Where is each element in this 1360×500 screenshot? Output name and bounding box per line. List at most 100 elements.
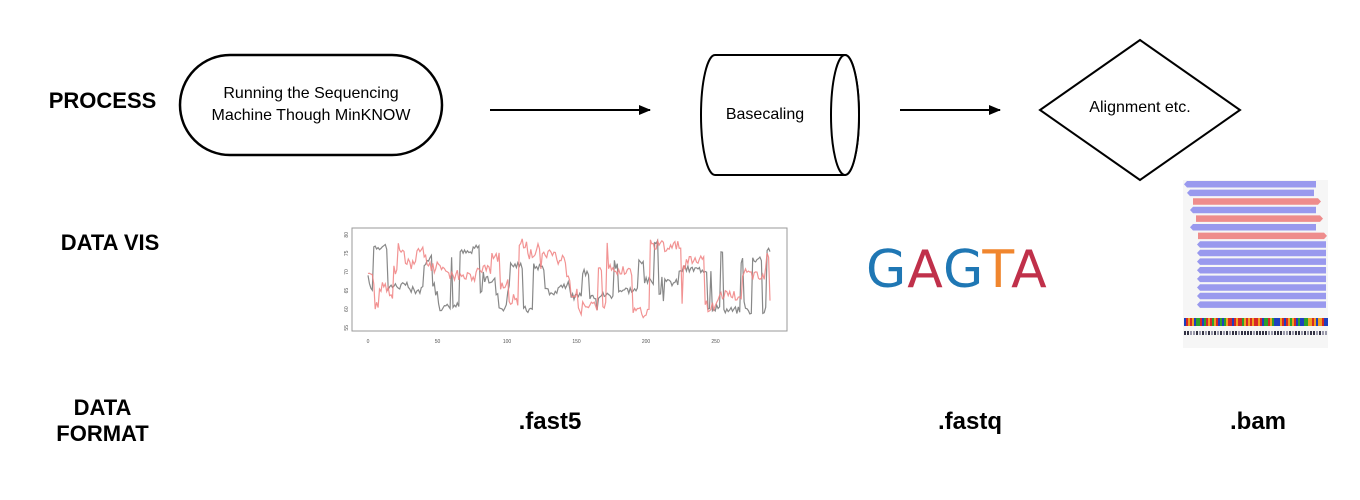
- pileup-read: [1197, 258, 1326, 265]
- x-tick-label: 150: [572, 339, 581, 345]
- base-stripe: [1272, 318, 1274, 326]
- base-stripe: [1214, 318, 1216, 326]
- format-bam: .bam: [1229, 408, 1286, 435]
- base-stripe: [1302, 318, 1304, 326]
- base-stripe: [1326, 318, 1328, 326]
- row-label-process: PROCESS: [48, 88, 157, 113]
- pileup-read: [1184, 181, 1316, 188]
- base-stripe: [1290, 318, 1292, 326]
- coverage-stripe: [1301, 331, 1303, 335]
- coverage-stripe: [1232, 331, 1234, 335]
- sequencing-terminal-shape: [178, 53, 444, 157]
- x-tick-label: 250: [711, 339, 720, 345]
- base-stripe: [1262, 318, 1264, 326]
- y-tick-label: 60: [344, 306, 350, 312]
- pileup-read: [1198, 232, 1327, 240]
- coverage-stripe: [1226, 331, 1228, 335]
- y-tick-label: 65: [344, 288, 350, 294]
- base-stripe: [1266, 318, 1268, 326]
- base-stripe: [1286, 318, 1288, 326]
- coverage-stripe: [1250, 331, 1252, 335]
- base-stripe: [1210, 318, 1212, 326]
- base-stripe: [1252, 318, 1254, 326]
- coverage-stripe: [1229, 331, 1231, 335]
- fastq-sequence-text: GAGTA: [866, 240, 1048, 300]
- coverage-stripe: [1244, 331, 1246, 335]
- coverage-stripe: [1259, 331, 1261, 335]
- coverage-stripe: [1196, 331, 1198, 335]
- coverage-stripe: [1289, 331, 1291, 335]
- pileup-reads: [1184, 181, 1327, 308]
- alignment-pileup: [1183, 180, 1328, 348]
- base-stripe: [1208, 318, 1210, 326]
- sequence-letter-1: A: [907, 240, 943, 300]
- format-fast5: .fast5: [518, 408, 582, 435]
- base-stripe: [1202, 318, 1204, 326]
- x-tick-label: 0: [367, 339, 370, 345]
- pileup-read: [1190, 224, 1316, 231]
- base-stripe: [1278, 318, 1280, 326]
- x-tick-label: 100: [503, 339, 512, 345]
- sequence-letter-2: G: [942, 240, 983, 300]
- pileup-read: [1197, 249, 1326, 257]
- base-stripe: [1238, 318, 1240, 326]
- base-stripe: [1282, 318, 1284, 326]
- coverage-stripe: [1274, 331, 1276, 335]
- y-tick-label: 75: [344, 250, 350, 256]
- base-stripe: [1318, 318, 1320, 326]
- coverage-stripe: [1316, 331, 1318, 335]
- base-stripe: [1232, 318, 1234, 326]
- base-stripe: [1200, 318, 1202, 326]
- base-stripe: [1230, 318, 1232, 326]
- coverage-stripe: [1217, 331, 1219, 335]
- coverage-stripe: [1241, 331, 1243, 335]
- base-stripe: [1206, 318, 1208, 326]
- base-stripe: [1308, 318, 1310, 326]
- coverage-stripe: [1205, 331, 1207, 335]
- base-stripe: [1276, 318, 1278, 326]
- coverage-stripe: [1256, 331, 1258, 335]
- basecalling-cylinder-shape: [700, 54, 860, 176]
- signal-series-red: [367, 238, 771, 319]
- coverage-stripe: [1253, 331, 1255, 335]
- base-stripe: [1296, 318, 1298, 326]
- base-stripe: [1280, 318, 1282, 326]
- base-stripe: [1322, 318, 1324, 326]
- base-stripe: [1320, 318, 1322, 326]
- base-stripe: [1226, 318, 1228, 326]
- pileup-read: [1197, 241, 1326, 248]
- base-stripe: [1234, 318, 1236, 326]
- signal-series-gray: [367, 238, 771, 315]
- pileup-base-track: [1184, 318, 1328, 335]
- pileup-read: [1197, 284, 1326, 291]
- base-stripe: [1190, 318, 1192, 326]
- signal-plot: 55 60 65 70 75 80 0 50 100 150 200 250: [344, 227, 788, 345]
- base-stripe: [1186, 318, 1188, 326]
- sequence-letter-0: G: [866, 240, 908, 300]
- pileup-read: [1193, 198, 1321, 205]
- base-stripe: [1222, 318, 1224, 326]
- sequencing-node-label: Running the Sequencing Machine Though Mi…: [211, 85, 411, 124]
- coverage-stripe: [1322, 331, 1324, 335]
- coverage-stripe: [1193, 331, 1195, 335]
- base-stripe: [1260, 318, 1262, 326]
- base-stripe: [1248, 318, 1250, 326]
- base-stripe: [1258, 318, 1260, 326]
- coverage-stripe: [1211, 331, 1213, 335]
- pileup-read: [1197, 275, 1326, 283]
- base-stripe: [1274, 318, 1276, 326]
- x-tick-label: 200: [642, 339, 651, 345]
- row-label-data-vis: DATA VIS: [60, 230, 160, 255]
- pileup-read: [1197, 301, 1326, 308]
- base-stripe: [1256, 318, 1258, 326]
- base-stripe: [1220, 318, 1222, 326]
- base-stripe: [1288, 318, 1290, 326]
- base-stripe: [1216, 318, 1218, 326]
- base-stripe: [1240, 318, 1242, 326]
- row-label-data-format: DATA FORMAT: [56, 395, 149, 446]
- coverage-stripe: [1313, 331, 1315, 335]
- base-stripe: [1324, 318, 1326, 326]
- coverage-stripe: [1295, 331, 1297, 335]
- coverage-stripe: [1292, 331, 1294, 335]
- base-stripe: [1270, 318, 1272, 326]
